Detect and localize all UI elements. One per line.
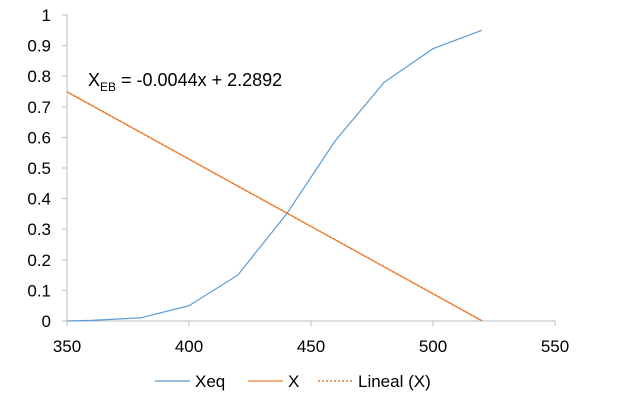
series-layer <box>66 29 483 322</box>
x-tick-label: 400 <box>175 337 203 356</box>
axes <box>66 15 555 322</box>
legend-label: Xeq <box>195 372 225 391</box>
legend-label: Lineal (X) <box>358 372 431 391</box>
y-tick-label: 0.1 <box>27 281 51 300</box>
x-tick-label: 500 <box>419 337 447 356</box>
x-tick-label: 350 <box>53 337 81 356</box>
x-tick-label: 450 <box>297 337 325 356</box>
x-tick-label: 550 <box>541 337 569 356</box>
y-tick-label: 0.5 <box>27 159 51 178</box>
legend-label: X <box>288 372 299 391</box>
y-tick-label: 0.7 <box>27 98 51 117</box>
series-line-lineal-x <box>66 91 483 322</box>
trendline-equation: XEB = -0.0044x + 2.2892 <box>88 70 282 94</box>
y-tick-label: 0.4 <box>27 190 51 209</box>
y-tick-labels: 0 0.1 0.2 0.3 0.4 0.5 0.6 0.7 0.8 0.9 1 <box>27 6 67 331</box>
y-tick-label: 0.8 <box>27 67 51 86</box>
y-tick-label: 0 <box>42 312 51 331</box>
y-tick-label: 0.3 <box>27 220 51 239</box>
x-tick-labels: 350 400 450 500 550 <box>53 321 569 356</box>
y-tick-label: 0.2 <box>27 251 51 270</box>
y-tick-label: 1 <box>42 6 51 25</box>
series-line-xeq <box>66 29 483 322</box>
y-tick-label: 0.9 <box>27 37 51 56</box>
legend: Xeq X Lineal (X) <box>155 372 431 391</box>
y-tick-label: 0.6 <box>27 128 51 147</box>
